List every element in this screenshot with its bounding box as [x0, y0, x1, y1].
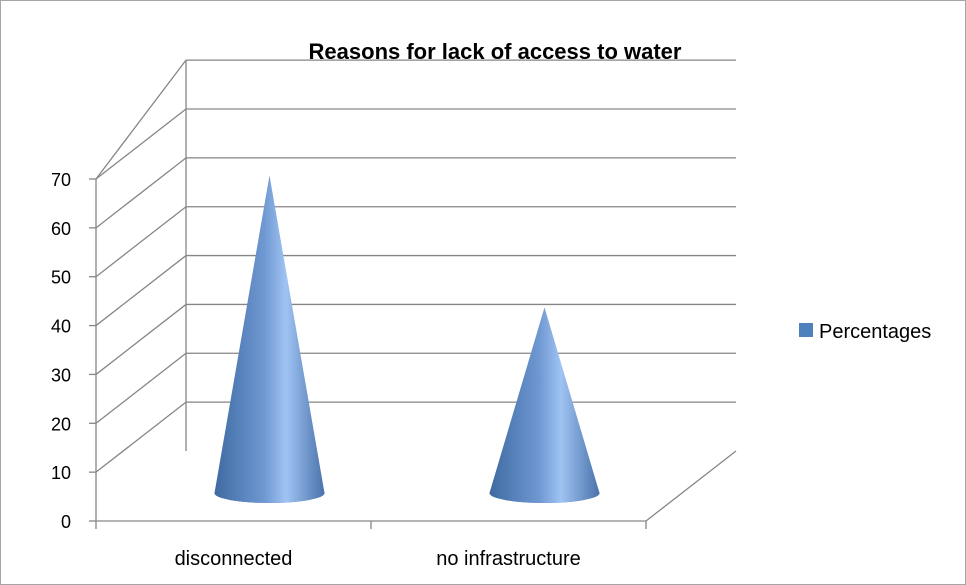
y-tick-label: 60 — [51, 219, 71, 239]
gridline — [95, 59, 736, 180]
cone-2 — [489, 307, 600, 503]
x-category-label: no infrastructure — [436, 548, 581, 570]
floor-outline — [96, 450, 737, 522]
gridline — [95, 108, 736, 180]
cone-1 — [214, 175, 325, 503]
x-category-label: disconnected — [175, 548, 293, 570]
gridline — [95, 352, 736, 424]
y-tick-label: 40 — [51, 317, 71, 337]
y-tick-label: 50 — [51, 268, 71, 288]
y-tick-label: 20 — [51, 414, 71, 434]
gridline — [95, 401, 736, 473]
y-axis-ticks: 0 10 20 30 40 50 60 70 — [51, 170, 71, 532]
gridline — [95, 206, 736, 278]
y-tick-label: 10 — [51, 463, 71, 483]
chart-cones — [214, 175, 600, 503]
y-tick-label: 0 — [61, 512, 71, 532]
x-axis-categories: disconnected no infrastructure — [175, 548, 581, 570]
gridline — [95, 254, 736, 327]
gridline — [95, 303, 736, 375]
legend-label: Percentages — [819, 321, 931, 343]
y-tick-label: 70 — [51, 170, 71, 190]
legend-swatch — [799, 323, 813, 337]
chart-grid — [95, 59, 736, 473]
chart-axes — [89, 60, 737, 529]
y-tick-label: 30 — [51, 365, 71, 385]
gridline — [95, 157, 736, 229]
legend: Percentages — [799, 321, 931, 343]
